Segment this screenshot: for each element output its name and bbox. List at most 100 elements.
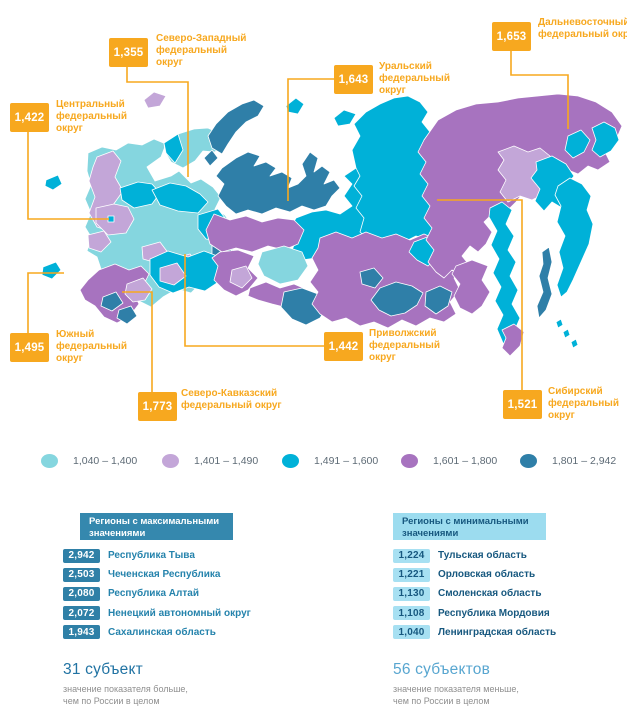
- table-row: 1,040 Ленинградская область: [393, 625, 556, 639]
- legend-swatch-bin2: [162, 454, 179, 468]
- legend-swatch-bin4: [401, 454, 418, 468]
- max-row-value: 2,080: [63, 587, 100, 601]
- callout-value-volga: 1,442: [324, 332, 363, 361]
- map-region-buryatia: [424, 285, 453, 315]
- map-island-franz-josef: [143, 91, 167, 109]
- map-region-primorye: [501, 323, 525, 357]
- max-count: 31 субъект: [63, 661, 143, 678]
- map-region-komi: [205, 213, 305, 253]
- legend-swatch-bin3: [282, 454, 299, 468]
- map-region-chukotka-east: [591, 121, 620, 158]
- legend-range-3: 1,491 – 1,600: [314, 455, 379, 467]
- legend-range-4: 1,601 – 1,800: [433, 455, 498, 467]
- callout-label-fareast: Дальневосточный федеральный округ: [538, 17, 627, 40]
- callout-value-nw: 1,355: [109, 38, 148, 67]
- map-region-kamchatka: [554, 177, 594, 298]
- min-row-region: Ленинградская область: [438, 626, 557, 638]
- map-region-tver: [119, 181, 161, 209]
- table-row: 2,080 Республика Алтай: [63, 587, 251, 601]
- callout-label-siberia: Сибирский федеральный округ: [548, 386, 619, 421]
- map-region-vologda: [151, 182, 209, 214]
- max-panel-rows: 2,942 Республика Тыва 2,503 Чеченская Ре…: [63, 549, 251, 644]
- legend-item-1: 1,040 – 1,400: [41, 453, 137, 469]
- connector-ural: [287, 78, 334, 201]
- map-region-chukotka-mid: [564, 129, 591, 159]
- table-row: 2,942 Республика Тыва: [63, 549, 251, 563]
- connector-volga: [184, 254, 324, 347]
- min-row-region: Орловская область: [438, 569, 536, 581]
- min-footnote: значение показателя меньше, чем по Росси…: [393, 684, 519, 706]
- legend-range-1: 1,040 – 1,400: [73, 455, 138, 467]
- callout-label-caucasus: Северо-Кавказский федеральный округ: [181, 388, 282, 411]
- map-island-kuril-2: [562, 328, 571, 339]
- map-region-ural-patch: [229, 265, 253, 289]
- callout-value-ural: 1,643: [334, 65, 373, 94]
- map-region-smolensk: [87, 230, 112, 253]
- connector-siberia: [437, 199, 523, 390]
- legend-item-5: 1,801 – 2,942: [520, 453, 616, 469]
- max-row-region: Ненецкий автономный округ: [108, 607, 251, 619]
- map-region-kola-west: [163, 133, 184, 164]
- min-row-value: 1,224: [393, 549, 430, 563]
- min-row-value: 1,221: [393, 568, 430, 582]
- map-region-amur: [451, 259, 491, 315]
- max-row-value: 1,943: [63, 625, 100, 639]
- table-row: 1,224 Тульская область: [393, 549, 556, 563]
- map-region-kalmykia: [124, 277, 153, 303]
- legend-item-3: 1,491 – 1,600: [282, 453, 378, 469]
- map-region-sakhalin: [536, 246, 553, 319]
- max-footnote: значение показателя больше, чем по Росси…: [63, 684, 188, 706]
- callout-value-fareast: 1,653: [492, 22, 531, 51]
- callout-label-ural: Уральский федеральный округ: [379, 61, 450, 96]
- max-row-value: 2,503: [63, 568, 100, 582]
- connector-nw: [126, 67, 189, 177]
- min-row-region: Республика Мордовия: [438, 607, 550, 619]
- min-row-region: Тульская область: [438, 550, 527, 562]
- connector-central: [27, 132, 109, 220]
- callout-value-south: 1,495: [10, 333, 49, 362]
- callout-label-nw: Северо-Западный федеральный округ: [156, 33, 247, 68]
- min-panel-title: Регионы с минимальными значениями: [393, 513, 546, 540]
- legend-swatch-bin5: [520, 454, 537, 468]
- legend-item-4: 1,601 – 1,800: [401, 453, 497, 469]
- callout-label-volga: Приволжский федеральный округ: [369, 328, 440, 363]
- map-island-severnaya: [333, 109, 357, 127]
- max-panel-title: Регионы с максимальными значениями: [80, 513, 233, 540]
- table-row: 2,072 Ненецкий автономный округ: [63, 606, 251, 620]
- max-row-value: 2,072: [63, 606, 100, 620]
- map-region-tyva: [370, 281, 424, 317]
- min-row-value: 1,040: [393, 625, 430, 639]
- min-count: 56 субъектов: [393, 661, 491, 678]
- max-row-region: Чеченская Республика: [108, 569, 221, 581]
- map-region-saratov: [159, 262, 187, 286]
- map-region-crimea: [41, 261, 62, 280]
- map-region-kaliningrad: [44, 174, 63, 191]
- max-row-region: Сахалинская область: [108, 626, 216, 638]
- map-region-khakassia: [359, 267, 384, 289]
- map-island-kuril-1: [555, 318, 564, 329]
- map-region-moscow-city: [107, 215, 115, 223]
- max-row-value: 2,942: [63, 549, 100, 563]
- legend-range-2: 1,401 – 1,490: [194, 455, 259, 467]
- max-row-region: Республика Алтай: [108, 588, 199, 600]
- callout-value-central: 1,422: [10, 103, 49, 132]
- min-panel-rows: 1,224 Тульская область 1,221 Орловская о…: [393, 549, 556, 644]
- map-island-vaygach: [203, 149, 219, 167]
- connector-fareast: [510, 51, 569, 129]
- connector-caucasus: [122, 291, 153, 392]
- min-row-value: 1,130: [393, 587, 430, 601]
- table-row: 1,130 Смоленская область: [393, 587, 556, 601]
- map-region-arkhangelsk-nenets: [215, 151, 341, 215]
- callout-label-south: Южный федеральный округ: [56, 329, 127, 364]
- table-row: 1,108 Республика Мордовия: [393, 606, 556, 620]
- legend-item-2: 1,401 – 1,490: [162, 453, 258, 469]
- map-region-caucasus-1: [100, 291, 124, 312]
- map-region-tomsk: [257, 245, 309, 285]
- callout-value-siberia: 1,521: [503, 390, 542, 419]
- map-island-kuril-3: [570, 338, 579, 349]
- map-region-caucasus-2: [116, 305, 138, 325]
- table-row: 2,503 Чеченская Республика: [63, 568, 251, 582]
- callout-value-caucasus: 1,773: [138, 392, 177, 421]
